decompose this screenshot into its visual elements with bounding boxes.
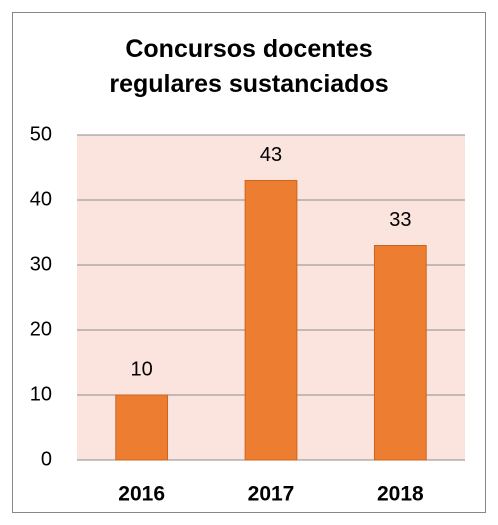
x-tick-label: 2017 — [248, 483, 295, 506]
x-tick-label: 2018 — [377, 483, 424, 506]
bar — [244, 180, 298, 461]
data-label: 10 — [131, 358, 153, 380]
y-tick-label: 0 — [41, 448, 52, 470]
y-tick-label: 10 — [30, 383, 52, 405]
bar — [115, 394, 169, 461]
y-tick-label: 40 — [30, 188, 52, 210]
data-label: 33 — [389, 209, 411, 231]
chart-title: Concursos docentes regulares sustanciado… — [109, 35, 389, 98]
bar — [373, 245, 427, 461]
y-tick-label: 50 — [30, 123, 52, 145]
data-label: 43 — [260, 144, 282, 166]
x-tick-label: 2016 — [118, 483, 165, 506]
y-tick-label: 30 — [30, 253, 52, 275]
y-tick-label: 20 — [30, 318, 52, 340]
